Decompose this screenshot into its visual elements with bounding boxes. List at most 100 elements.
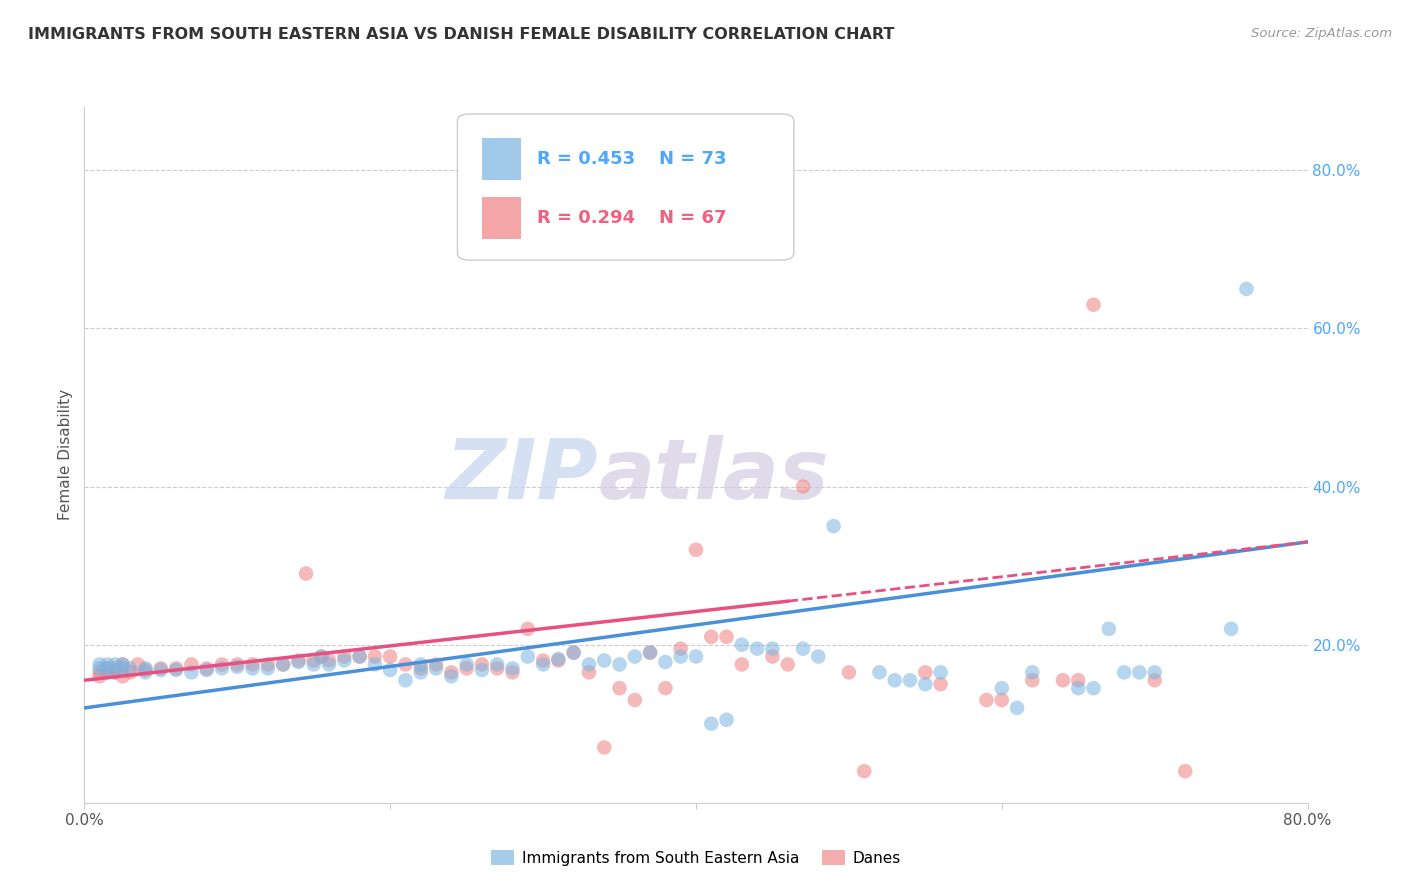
Point	[302, 653, 325, 667]
Point	[486, 661, 509, 675]
Point	[364, 657, 387, 672]
Point	[127, 657, 149, 672]
Point	[853, 764, 876, 779]
Point	[89, 665, 111, 680]
Point	[1021, 665, 1043, 680]
Point	[180, 665, 202, 680]
Point	[349, 649, 371, 664]
Point	[104, 657, 127, 672]
Point	[747, 641, 769, 656]
Point	[654, 655, 676, 669]
Point	[180, 657, 202, 672]
Point	[120, 661, 142, 675]
Point	[1128, 665, 1150, 680]
Point	[609, 657, 631, 672]
Point	[1098, 622, 1121, 636]
Point	[929, 665, 952, 680]
FancyBboxPatch shape	[482, 197, 522, 239]
Point	[731, 657, 754, 672]
Point	[104, 661, 127, 675]
Point	[685, 649, 707, 664]
Point	[716, 630, 738, 644]
Point	[135, 661, 157, 675]
Point	[716, 713, 738, 727]
Point	[562, 646, 585, 660]
Point	[502, 661, 524, 675]
Point	[685, 542, 707, 557]
Point	[516, 649, 538, 664]
Point	[547, 653, 569, 667]
Point	[165, 663, 187, 677]
Point	[1114, 665, 1136, 680]
Point	[318, 653, 340, 667]
Point	[89, 657, 111, 672]
Point	[89, 669, 111, 683]
Point	[624, 649, 647, 664]
Point	[440, 669, 463, 683]
Point	[823, 519, 845, 533]
Point	[516, 622, 538, 636]
Legend: Immigrants from South Eastern Asia, Danes: Immigrants from South Eastern Asia, Dane…	[485, 844, 907, 871]
Text: Source: ZipAtlas.com: Source: ZipAtlas.com	[1251, 27, 1392, 40]
Point	[929, 677, 952, 691]
Point	[311, 649, 333, 664]
Point	[486, 657, 509, 672]
Point	[593, 740, 616, 755]
Point	[242, 661, 264, 675]
Text: R = 0.294: R = 0.294	[537, 210, 636, 227]
Point	[111, 657, 134, 672]
Point	[211, 657, 233, 672]
Point	[1067, 681, 1090, 695]
Point	[456, 661, 478, 675]
Point	[792, 641, 814, 656]
Point	[333, 653, 356, 667]
Point	[195, 661, 218, 675]
Point	[471, 663, 494, 677]
Point	[776, 657, 799, 672]
Point	[135, 665, 157, 680]
FancyBboxPatch shape	[482, 138, 522, 180]
Point	[380, 663, 402, 677]
Point	[425, 657, 447, 672]
Point	[257, 661, 280, 675]
Point	[409, 657, 432, 672]
Point	[838, 665, 860, 680]
Text: N = 73: N = 73	[659, 150, 727, 169]
Point	[149, 663, 172, 677]
Point	[111, 669, 134, 683]
Point	[364, 649, 387, 664]
Point	[456, 657, 478, 672]
Point	[271, 657, 294, 672]
Text: atlas: atlas	[598, 435, 828, 516]
Point	[287, 653, 309, 667]
Point	[761, 641, 783, 656]
Point	[104, 665, 127, 680]
Point	[111, 657, 134, 672]
Point	[257, 657, 280, 672]
Point	[195, 663, 218, 677]
Point	[96, 661, 118, 675]
Point	[394, 673, 416, 688]
Point	[96, 661, 118, 675]
Point	[869, 665, 891, 680]
Point	[792, 479, 814, 493]
Point	[654, 681, 676, 695]
Point	[1220, 622, 1243, 636]
Point	[135, 663, 157, 677]
Point	[700, 630, 723, 644]
Point	[547, 652, 569, 666]
Point	[914, 665, 936, 680]
Point	[104, 665, 127, 680]
Point	[991, 681, 1014, 695]
Point	[578, 665, 600, 680]
Point	[638, 646, 661, 660]
Point	[1143, 673, 1166, 688]
Point	[531, 657, 554, 672]
Point	[271, 657, 294, 672]
Point	[349, 649, 371, 664]
Point	[333, 649, 356, 664]
Point	[226, 660, 249, 674]
Point	[149, 661, 172, 675]
Point	[96, 657, 118, 672]
Point	[96, 665, 118, 680]
